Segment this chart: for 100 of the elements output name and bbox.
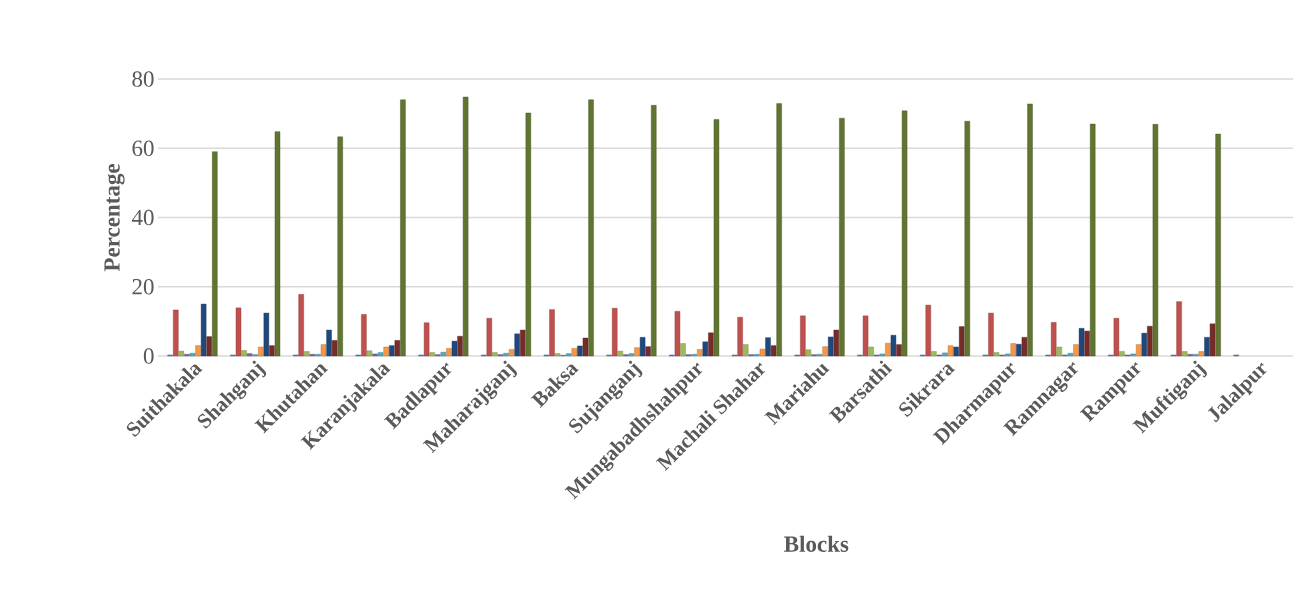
bar — [178, 350, 185, 357]
bar — [868, 346, 874, 357]
bar — [423, 322, 430, 357]
bar — [258, 346, 264, 357]
bar — [320, 344, 327, 357]
bar — [446, 348, 452, 357]
y-tick-label: 0 — [143, 348, 154, 364]
bar — [645, 346, 651, 357]
bar — [514, 333, 520, 357]
bar — [241, 350, 247, 357]
bar — [389, 345, 395, 357]
bar — [822, 346, 828, 357]
x-axis-title: Blocks — [784, 535, 849, 552]
bar — [486, 318, 493, 357]
bar — [885, 342, 891, 357]
bar — [429, 352, 435, 357]
bar — [896, 344, 902, 357]
bar — [800, 315, 806, 357]
bar — [770, 345, 777, 357]
bar — [212, 151, 218, 357]
bar — [1010, 343, 1016, 357]
bar — [554, 353, 561, 357]
bar — [713, 119, 720, 357]
bar — [993, 352, 1000, 357]
bar — [1209, 323, 1216, 357]
bar — [1027, 103, 1033, 357]
bar — [628, 353, 635, 357]
bar — [361, 314, 367, 357]
bar — [326, 329, 332, 357]
bar — [743, 344, 749, 357]
bar — [931, 351, 937, 357]
y-axis-title: Percentage — [104, 164, 125, 272]
bar — [1073, 344, 1079, 357]
bar — [1147, 326, 1153, 357]
bar — [337, 136, 343, 357]
bar — [366, 350, 373, 357]
bar — [1176, 301, 1182, 357]
bar — [503, 353, 509, 357]
bar — [440, 351, 447, 357]
bar — [394, 340, 401, 357]
y-tick-label: 80 — [132, 71, 154, 87]
bar — [1016, 344, 1022, 357]
bar — [947, 345, 954, 357]
bar — [680, 343, 686, 357]
bar — [263, 312, 270, 357]
y-tick-label: 40 — [131, 209, 154, 226]
bar — [942, 352, 948, 357]
bar — [451, 340, 458, 357]
bar — [195, 345, 201, 357]
bar — [839, 117, 845, 357]
bar — [1152, 124, 1159, 357]
bar — [246, 353, 253, 357]
bar — [462, 96, 469, 357]
bar — [617, 350, 624, 357]
bar — [457, 336, 463, 357]
bar — [953, 346, 959, 357]
bar — [189, 353, 196, 357]
bar — [988, 312, 994, 357]
bar — [173, 309, 179, 357]
bar — [274, 131, 281, 357]
bar — [1067, 353, 1074, 357]
bar — [1130, 353, 1136, 357]
bar — [634, 347, 640, 357]
bar — [765, 337, 771, 357]
bar — [1021, 337, 1028, 357]
bar — [862, 315, 869, 357]
bar — [1090, 123, 1096, 357]
bar — [964, 121, 970, 357]
bar — [1198, 351, 1205, 357]
bar — [1141, 332, 1147, 357]
bar — [639, 337, 646, 357]
bar — [674, 311, 681, 357]
bar — [383, 346, 389, 357]
bar — [520, 329, 526, 357]
bar — [269, 345, 275, 357]
bar — [1004, 353, 1011, 357]
bar — [549, 309, 555, 357]
bar — [879, 353, 885, 357]
bar — [890, 335, 897, 357]
bar — [737, 317, 743, 357]
y-tick-label: 20 — [132, 278, 154, 295]
bar — [1215, 133, 1221, 357]
bar — [805, 349, 812, 357]
bar — [588, 99, 594, 357]
bar — [959, 326, 965, 357]
bar — [759, 348, 766, 357]
bar — [708, 332, 714, 357]
bar — [697, 349, 703, 357]
bar — [925, 304, 931, 357]
bar — [492, 352, 498, 357]
bar — [1135, 344, 1142, 357]
bar — [400, 99, 406, 357]
bar — [304, 351, 310, 357]
bar — [1204, 337, 1210, 357]
bar — [298, 294, 304, 357]
bar — [702, 341, 709, 357]
bar — [582, 337, 589, 357]
bar — [1113, 318, 1120, 357]
bar — [901, 110, 908, 357]
bar — [1056, 346, 1062, 357]
